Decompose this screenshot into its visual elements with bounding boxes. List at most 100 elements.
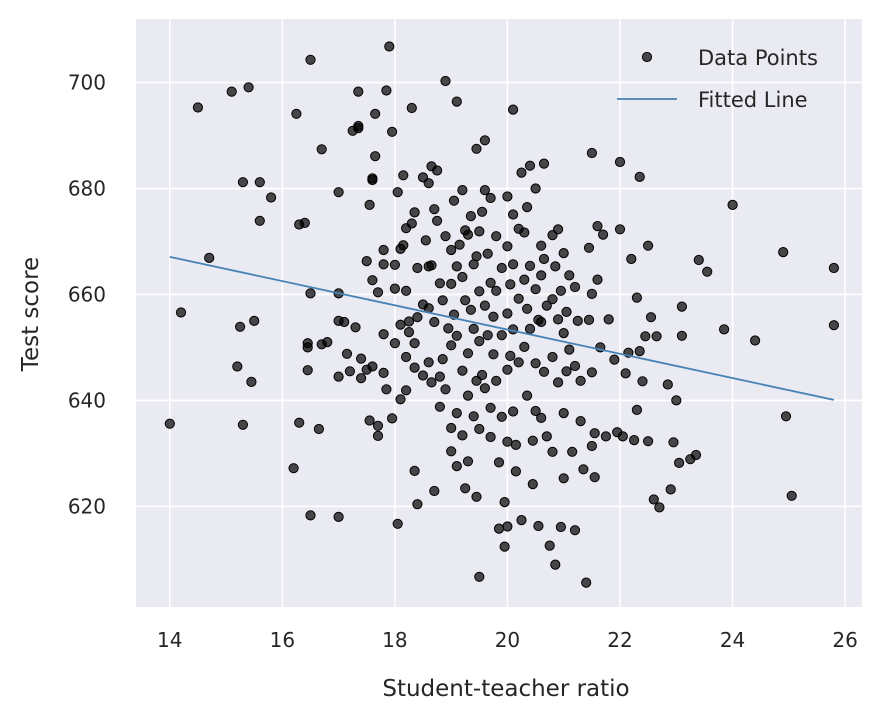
data-point [446, 446, 457, 457]
data-point [420, 235, 431, 246]
data-point [536, 240, 547, 251]
data-point [316, 144, 327, 155]
data-point [451, 408, 462, 419]
data-point [446, 340, 457, 351]
data-point [583, 242, 595, 253]
data-point [502, 241, 513, 252]
data-point [634, 346, 645, 357]
fitted-line [169, 255, 835, 401]
data-point [384, 41, 395, 52]
data-point [440, 384, 451, 395]
data-point [569, 525, 581, 536]
data-point [462, 456, 474, 467]
data-point [550, 559, 561, 570]
data-point [305, 510, 316, 521]
data-point [620, 368, 631, 379]
data-point [536, 412, 547, 423]
data-point [541, 431, 552, 442]
data-point [243, 82, 254, 93]
data-point [598, 229, 609, 240]
data-point [592, 221, 603, 232]
data-point [417, 370, 429, 381]
data-point [634, 171, 645, 182]
data-point [547, 294, 558, 305]
data-point [406, 102, 417, 114]
y-tick-label: 700 [68, 71, 106, 95]
data-point [502, 521, 513, 532]
data-point [451, 261, 462, 272]
data-point [381, 384, 392, 395]
data-point [662, 379, 673, 390]
data-points [164, 41, 840, 588]
data-point [254, 177, 265, 188]
data-point [516, 515, 527, 526]
data-point [668, 437, 679, 448]
data-point [519, 341, 530, 352]
data-point [648, 494, 659, 505]
data-point [409, 207, 420, 218]
data-point [434, 401, 445, 412]
y-tick-label: 680 [68, 177, 106, 201]
data-point [702, 266, 713, 277]
data-point [451, 461, 462, 472]
data-point [614, 224, 626, 235]
data-point [586, 440, 598, 452]
data-point [488, 311, 499, 322]
data-point [719, 324, 730, 335]
data-point [519, 274, 530, 285]
data-point [538, 253, 550, 265]
data-point [403, 316, 415, 327]
legend-label-fitted-line: Fitted Line [698, 88, 808, 112]
data-point [510, 466, 522, 477]
data-point [392, 518, 403, 529]
data-point [426, 260, 437, 271]
data-point [437, 295, 448, 306]
data-point [446, 244, 457, 256]
data-point [502, 364, 513, 375]
x-axis-label: Student-teacher ratio [382, 676, 629, 702]
legend-label-data-points: Data Points [698, 46, 818, 70]
data-point [471, 251, 482, 262]
x-tick-label: 14 [157, 628, 182, 652]
y-tick-label: 660 [68, 282, 106, 306]
data-point [671, 395, 682, 406]
data-point [553, 314, 564, 325]
data-point [378, 367, 389, 378]
data-point [654, 502, 665, 513]
data-point [429, 204, 440, 215]
data-point [462, 390, 474, 401]
data-point [443, 323, 454, 334]
data-point [530, 358, 541, 369]
data-point [429, 485, 440, 497]
data-point [437, 354, 448, 365]
data-point [553, 224, 564, 235]
data-point [589, 428, 600, 439]
data-point [614, 156, 626, 168]
data-point [496, 262, 507, 274]
data-point [302, 365, 313, 376]
data-point [353, 86, 364, 97]
data-point [294, 417, 305, 428]
plot-background [136, 19, 862, 607]
data-point [828, 262, 840, 274]
data-point [204, 252, 215, 263]
data-point [249, 315, 260, 326]
data-point [482, 248, 493, 259]
data-point [440, 75, 451, 87]
data-point [558, 248, 569, 259]
data-point [676, 330, 688, 341]
data-point [693, 254, 704, 266]
data-point [468, 411, 479, 422]
data-point [474, 423, 485, 435]
legend-marker-data-points [641, 51, 653, 63]
data-point [513, 357, 524, 368]
data-point [409, 338, 420, 349]
data-point [491, 231, 502, 242]
data-point [392, 187, 403, 198]
data-point [254, 215, 265, 226]
data-point [339, 316, 350, 328]
x-tick-label: 26 [832, 628, 857, 652]
data-point [527, 435, 538, 446]
data-point [432, 165, 443, 176]
data-point [401, 385, 412, 396]
